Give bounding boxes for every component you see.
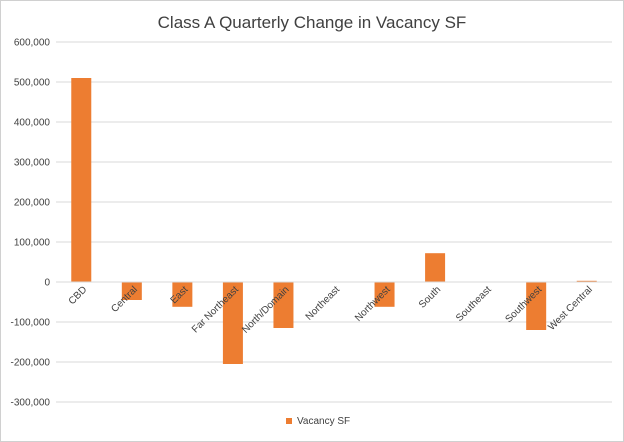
y-tick-label: 100,000 xyxy=(14,238,51,249)
y-tick-label: 0 xyxy=(44,278,50,289)
y-tick-label: 400,000 xyxy=(14,118,51,129)
bar xyxy=(71,78,92,282)
y-tick-label: 200,000 xyxy=(14,198,51,209)
bar xyxy=(172,282,193,307)
y-tick-label: -300,000 xyxy=(11,398,51,409)
bar xyxy=(425,253,446,282)
y-tick-label: 300,000 xyxy=(14,158,51,169)
legend-label: Vacancy SF xyxy=(297,416,350,427)
category-label: Northeast xyxy=(304,284,343,323)
y-tick-label: -100,000 xyxy=(11,318,51,329)
bar xyxy=(121,282,142,300)
bar xyxy=(526,282,547,330)
category-label: CBD xyxy=(67,284,90,307)
gridlines xyxy=(56,41,612,403)
legend-swatch xyxy=(286,418,292,424)
y-axis-ticks: 600,000 500,000 400,000 300,000 200,000 100,0… xyxy=(11,38,51,409)
y-tick-label: 600,000 xyxy=(14,38,51,49)
category-labels: CBD Central East Far Northeast North/Domain N… xyxy=(67,284,595,336)
chart-title: Class A Quarterly Change in Vacancy SF xyxy=(158,13,467,32)
y-tick-label: -200,000 xyxy=(11,358,51,369)
category-label: Southeast xyxy=(454,284,494,324)
legend: Vacancy SF xyxy=(286,416,350,427)
category-label: West Central xyxy=(546,284,595,333)
bar xyxy=(222,282,243,364)
bars xyxy=(71,78,597,364)
bar xyxy=(273,282,294,328)
bar xyxy=(374,282,395,307)
bar xyxy=(576,280,597,282)
y-tick-label: 500,000 xyxy=(14,78,51,89)
category-label: South xyxy=(417,284,443,310)
